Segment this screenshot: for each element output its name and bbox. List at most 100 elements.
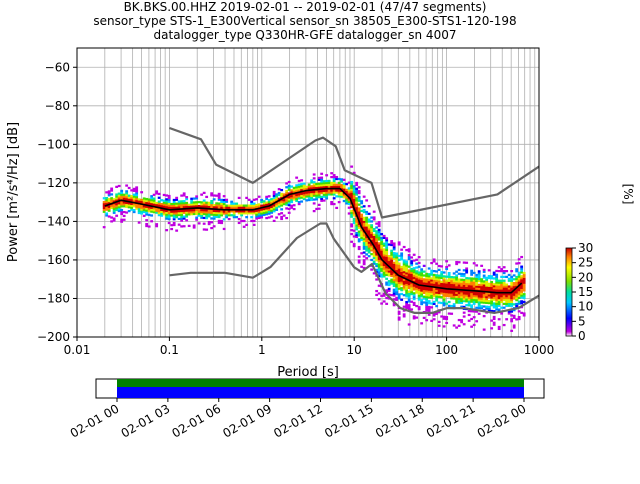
heatmap-cell xyxy=(400,252,404,255)
heatmap-cell xyxy=(387,287,391,290)
heatmap-cell xyxy=(520,290,524,293)
heatmap-cell xyxy=(365,245,369,248)
heatmap-cell xyxy=(117,209,121,213)
heatmap-cell xyxy=(507,285,511,288)
heatmap-cell xyxy=(430,271,434,274)
heatmap-cell xyxy=(475,273,479,277)
heatmap-cell xyxy=(460,319,464,322)
heatmap-cell xyxy=(357,230,361,233)
heatmap-cell xyxy=(420,289,424,292)
heatmap-cell xyxy=(300,194,304,197)
heatmap-cell xyxy=(385,250,389,253)
heatmap-cell xyxy=(295,186,299,189)
heatmap-cell xyxy=(370,249,374,252)
heatmap-cell xyxy=(410,287,414,290)
heatmap-cell xyxy=(152,203,156,206)
heatmap-cell xyxy=(222,202,226,206)
heatmap-cell xyxy=(127,194,131,197)
heatmap-cell xyxy=(447,275,451,279)
heatmap-cell xyxy=(177,206,181,209)
heatmap-cell xyxy=(512,303,516,306)
heatmap-cell xyxy=(330,175,334,179)
heatmap-cell xyxy=(185,219,189,222)
heatmap-cell xyxy=(345,188,349,192)
heatmap-cell xyxy=(280,194,284,197)
heatmap-cell xyxy=(512,282,516,285)
heatmap-cell xyxy=(147,210,151,213)
heatmap-cell xyxy=(447,277,451,281)
heatmap-cell xyxy=(502,271,506,275)
heatmap-cell xyxy=(297,183,301,186)
heatmap-cell xyxy=(377,228,381,231)
heatmap-cell xyxy=(367,224,371,227)
heatmap-cell xyxy=(445,292,449,296)
heatmap-cell xyxy=(135,195,139,199)
heatmap-cell xyxy=(352,171,356,174)
heatmap-cell xyxy=(262,200,266,203)
heatmap-cell xyxy=(182,203,186,207)
heatmap-cell xyxy=(180,202,184,205)
heatmap-cell xyxy=(265,216,269,220)
heatmap-cell xyxy=(445,285,449,288)
colorbar-tick-label: 20 xyxy=(578,270,593,284)
heatmap-cell xyxy=(392,284,396,288)
heatmap-cell xyxy=(127,206,131,209)
heatmap-cell xyxy=(500,281,504,284)
heatmap-cell xyxy=(195,205,199,208)
heatmap-cell xyxy=(102,226,106,229)
heatmap-cell xyxy=(445,281,449,284)
heatmap-cell xyxy=(517,296,521,299)
heatmap-cell xyxy=(350,209,354,213)
heatmap-cell xyxy=(482,268,486,272)
heatmap-cell xyxy=(485,276,489,279)
heatmap-cell xyxy=(295,184,299,187)
heatmap-cell xyxy=(467,279,471,282)
heatmap-cell xyxy=(465,304,469,307)
heatmap-cell xyxy=(497,318,501,321)
heatmap-cell xyxy=(460,290,464,293)
heatmap-cell xyxy=(412,271,416,274)
heatmap-cell xyxy=(445,265,449,269)
colorbar-tick-label: 30 xyxy=(578,241,593,255)
heatmap-cell xyxy=(145,207,149,210)
heatmap-cell xyxy=(137,209,141,213)
heatmap-cell xyxy=(145,219,149,222)
heatmap-cell xyxy=(277,193,281,197)
heatmap-cell xyxy=(435,293,439,296)
heatmap-cell xyxy=(157,212,161,215)
heatmap-cell xyxy=(425,286,429,289)
heatmap-cell xyxy=(467,300,471,303)
heatmap-cell xyxy=(192,203,196,206)
heatmap-cell xyxy=(467,277,471,280)
heatmap-cell xyxy=(252,204,256,207)
heatmap-cell xyxy=(420,275,424,279)
heatmap-cell xyxy=(405,289,409,292)
heatmap-cell xyxy=(432,279,436,282)
heatmap-cell xyxy=(375,293,379,297)
heatmap-cell xyxy=(407,298,411,301)
heatmap-cell xyxy=(320,184,324,187)
chart-subtitle-sensor: sensor_type STS-1_E300Vertical sensor_sn… xyxy=(93,14,516,28)
heatmap-cell xyxy=(385,246,389,250)
heatmap-cell xyxy=(185,197,189,201)
heatmap-cell xyxy=(245,206,249,209)
heatmap-cell xyxy=(167,200,171,203)
heatmap-cell xyxy=(440,274,444,278)
heatmap-cell xyxy=(205,195,209,199)
heatmap-cell xyxy=(457,290,461,293)
heatmap-cell xyxy=(437,278,441,281)
time-tick-label: 02-01 18 xyxy=(373,401,427,440)
heatmap-cell xyxy=(162,193,166,197)
heatmap-cell xyxy=(490,288,494,291)
heatmap-cell xyxy=(242,219,246,223)
heatmap-cell xyxy=(357,234,361,237)
heatmap-cell xyxy=(142,207,146,210)
heatmap-cell xyxy=(235,204,239,207)
heatmap-cell xyxy=(340,187,344,191)
heatmap-cell xyxy=(435,291,439,294)
heatmap-cell xyxy=(505,289,509,292)
heatmap-cell xyxy=(440,288,444,291)
heatmap-cell xyxy=(407,307,411,311)
heatmap-cell xyxy=(505,283,509,286)
heatmap-cell xyxy=(455,301,459,304)
